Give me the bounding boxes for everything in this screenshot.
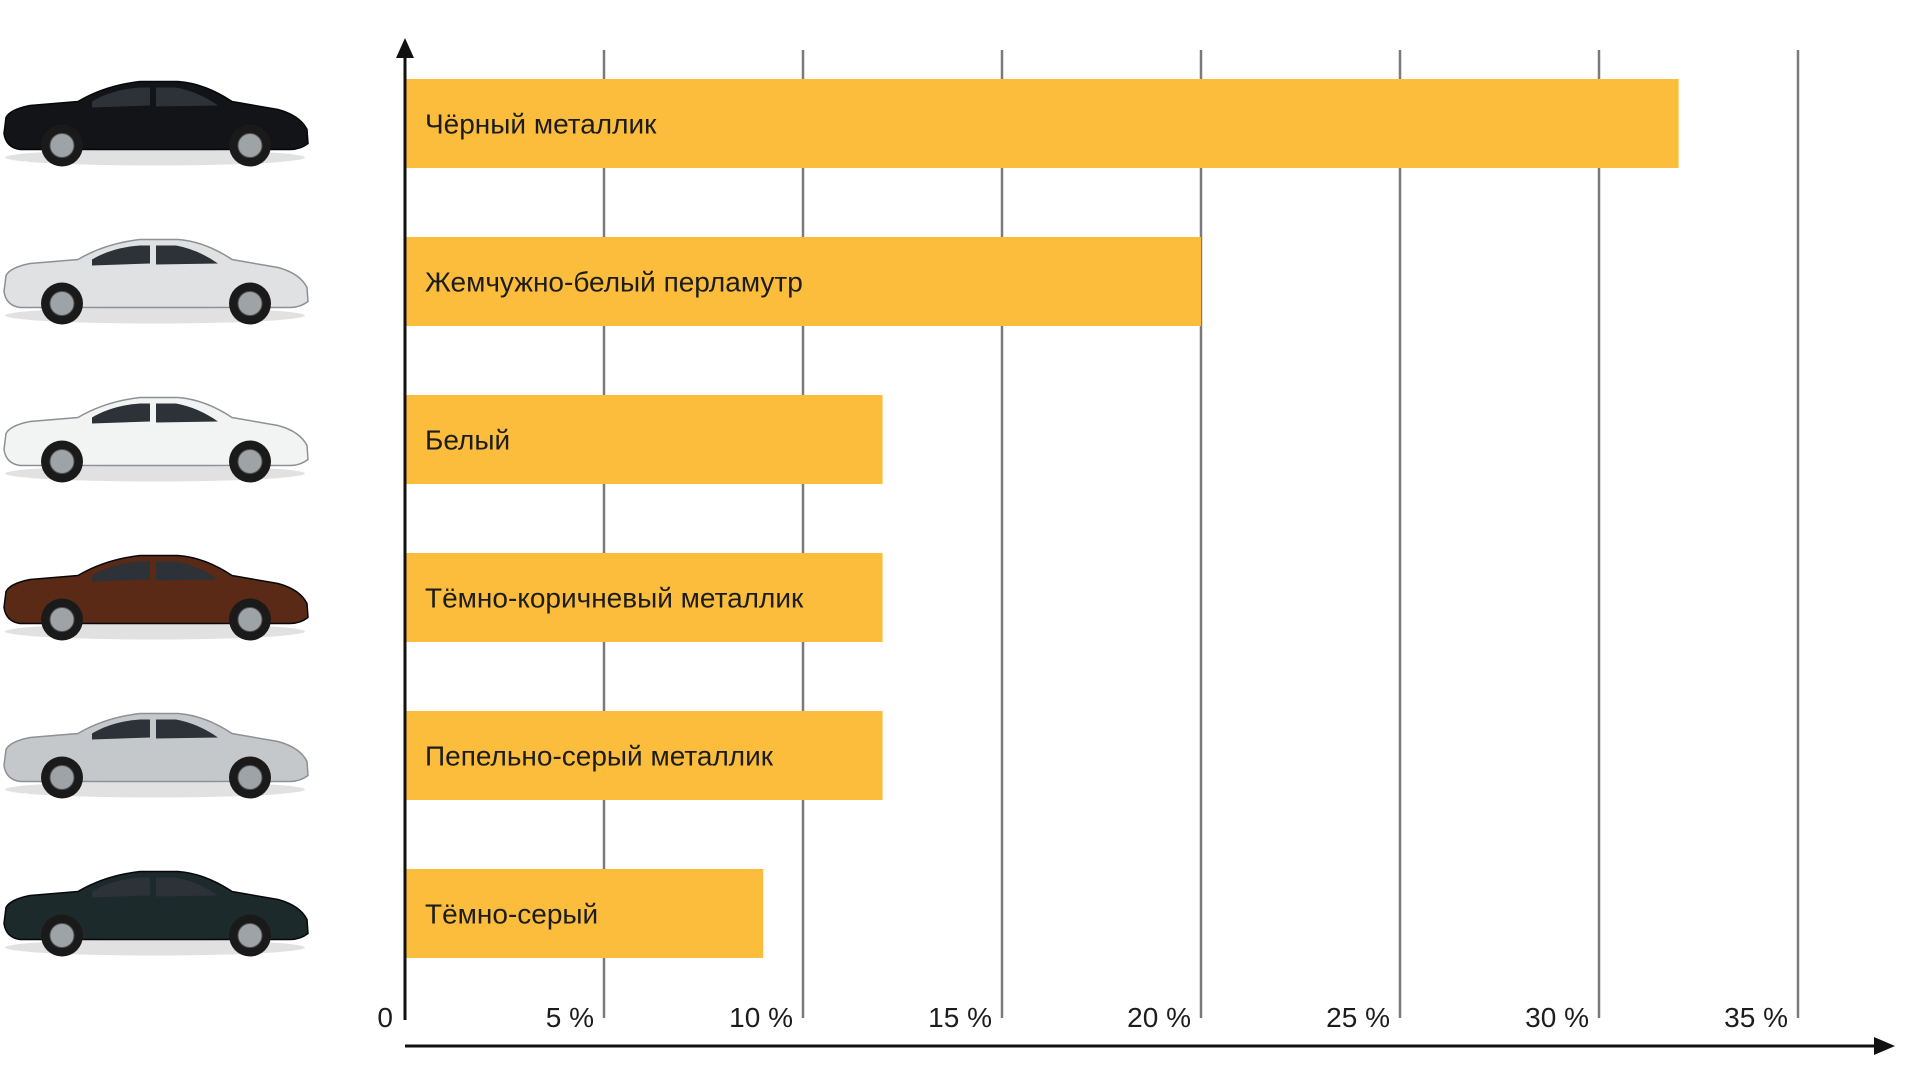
car-rim	[49, 449, 75, 474]
dark-gray-sedan-icon	[3, 870, 309, 957]
bar-label: Чёрный металлик	[425, 109, 657, 140]
bar	[406, 237, 1201, 326]
white-sedan-icon	[3, 396, 309, 483]
x-tick-label: 25 %	[1326, 1002, 1390, 1033]
x-tick-label: 35 %	[1724, 1002, 1788, 1033]
x-tick-label: 15 %	[928, 1002, 992, 1033]
car-rim	[49, 133, 75, 158]
bar	[406, 79, 1679, 168]
black-sedan-icon	[3, 80, 309, 167]
bar-label: Тёмно-серый	[425, 899, 598, 930]
car-rim	[49, 291, 75, 316]
car-rim	[49, 923, 75, 948]
car-window	[156, 245, 218, 265]
car-window	[156, 877, 218, 897]
car-window	[156, 403, 218, 423]
car-rim	[237, 449, 263, 474]
brown-sedan-icon	[3, 554, 309, 641]
axes	[396, 38, 1895, 1055]
bar	[406, 711, 883, 800]
car-body	[3, 554, 309, 625]
car-rim	[237, 765, 263, 790]
bar	[406, 553, 883, 642]
car-window	[92, 403, 150, 424]
bars: Чёрный металлик Жемчужно-белый перламутр Б…	[406, 79, 1679, 958]
bar-label: Жемчужно-белый перламутр	[425, 267, 803, 298]
car-body	[3, 870, 309, 941]
x-tick-label: 0	[377, 1002, 393, 1033]
car-window	[92, 245, 150, 266]
car-window	[156, 561, 218, 581]
grid-lines	[602, 50, 1800, 1018]
bar-label: Белый	[425, 425, 510, 456]
car-window	[92, 561, 150, 582]
pearl-white-sedan-icon	[3, 238, 309, 325]
car-images	[3, 80, 309, 957]
car-body	[3, 80, 309, 151]
x-tick-label: 20 %	[1127, 1002, 1191, 1033]
x-axis-arrow	[1874, 1037, 1895, 1055]
car-window	[156, 719, 218, 739]
car-body	[3, 396, 309, 467]
x-tick-label: 30 %	[1525, 1002, 1589, 1033]
y-axis-arrow	[396, 38, 414, 58]
car-window	[92, 87, 150, 108]
bar	[406, 869, 764, 958]
car-rim	[237, 923, 263, 948]
car-body	[3, 712, 309, 783]
bar-label: Пепельно-серый металлик	[425, 741, 774, 772]
x-tick-label: 5 %	[546, 1002, 594, 1033]
car-rim	[237, 133, 263, 158]
car-body	[3, 238, 309, 309]
car-rim	[237, 291, 263, 316]
car-rim	[49, 765, 75, 790]
car-window	[92, 877, 150, 898]
bar-label: Тёмно-коричневый металлик	[425, 583, 804, 614]
car-rim	[49, 607, 75, 632]
x-tick-label: 10 %	[729, 1002, 793, 1033]
car-window	[156, 87, 218, 107]
car-rim	[237, 607, 263, 632]
bar	[406, 395, 883, 484]
silver-sedan-icon	[3, 712, 309, 799]
x-tick-labels: 0 5 % 10 % 15 % 20 % 25 % 30 % 35 %	[377, 1002, 1788, 1033]
car-window	[92, 719, 150, 740]
